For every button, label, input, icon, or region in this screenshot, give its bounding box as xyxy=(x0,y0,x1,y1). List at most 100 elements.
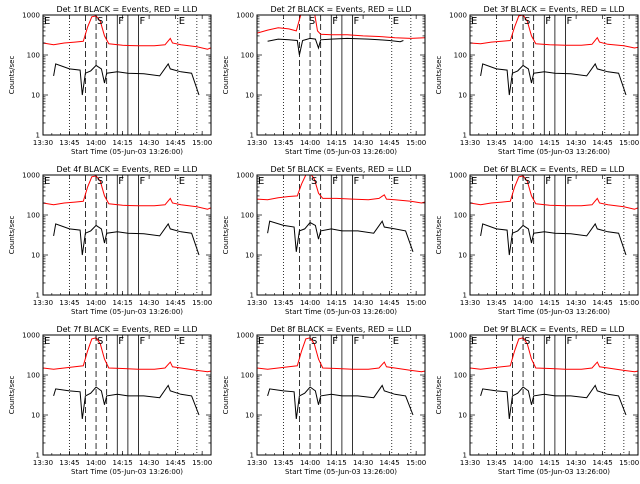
x-tick-label: 14:15 xyxy=(326,459,346,467)
interval-marker: F xyxy=(118,336,124,347)
y-tick-label: 100 xyxy=(454,212,467,220)
series-events-line xyxy=(53,222,200,256)
x-tick-label: 14:00 xyxy=(300,139,320,147)
x-tick-label: 15:00 xyxy=(192,459,212,467)
y-tick-label: 1 xyxy=(36,132,40,140)
series-events-line xyxy=(480,384,627,419)
y-tick-label: 100 xyxy=(27,212,40,220)
x-tick-label: 14:45 xyxy=(593,139,613,147)
series-events-line xyxy=(267,220,414,252)
y-tick-label: 10 xyxy=(31,252,40,260)
x-tick-label: 14:15 xyxy=(112,459,132,467)
interval-marker: F xyxy=(545,16,551,27)
interval-marker: E xyxy=(606,16,612,27)
y-tick-label: 10 xyxy=(245,412,254,420)
x-axis-label: Start Time (05-Jun-03 13:26:00) xyxy=(71,308,183,316)
x-tick-label: 14:45 xyxy=(166,299,186,307)
x-tick-label: 14:30 xyxy=(566,299,586,307)
panel-det-3: Det 3f BLACK = Events, RED = LLD 1 10 100 10… xyxy=(435,5,639,156)
x-tick-label: 13:30 xyxy=(33,459,53,467)
plot-frame xyxy=(469,14,639,136)
panel-title: Det 8f BLACK = Events, RED = LLD xyxy=(270,325,411,334)
x-tick-label: 15:00 xyxy=(406,139,426,147)
x-tick-label: 14:45 xyxy=(593,299,613,307)
series-lld-line xyxy=(43,175,211,210)
interval-marker: F xyxy=(353,336,359,347)
plot-frame xyxy=(42,334,212,456)
x-tick-label: 14:30 xyxy=(139,139,159,147)
y-axis-label: Counts/sec xyxy=(435,56,443,95)
x-axis-label: Start Time (05-Jun-03 13:26:00) xyxy=(498,148,610,156)
x-tick-label: 14:00 xyxy=(513,459,533,467)
x-tick-label: 14:15 xyxy=(112,299,132,307)
y-axis-label: Counts/sec xyxy=(222,216,230,255)
x-tick-label: 14:00 xyxy=(86,139,106,147)
y-tick-label: 100 xyxy=(241,52,254,60)
x-tick-label: 14:30 xyxy=(353,139,373,147)
y-tick-label: 10 xyxy=(245,252,254,260)
x-tick-label: 13:45 xyxy=(486,459,506,467)
x-tick-label: 15:00 xyxy=(619,139,639,147)
panel-det-5: Det 5f BLACK = Events, RED = LLD 1 10 100 10… xyxy=(222,165,426,316)
series-lld-line xyxy=(257,337,425,373)
panel-title: Det 6f BLACK = Events, RED = LLD xyxy=(483,165,624,174)
x-tick-label: 14:00 xyxy=(513,299,533,307)
x-tick-label: 15:00 xyxy=(192,139,212,147)
y-tick-label: 100 xyxy=(27,372,40,380)
interval-marker: F xyxy=(353,16,359,27)
x-tick-label: 15:00 xyxy=(619,299,639,307)
y-tick-label: 1 xyxy=(250,132,254,140)
y-tick-label: 10 xyxy=(31,92,40,100)
panel-title: Det 5f BLACK = Events, RED = LLD xyxy=(270,165,411,174)
plot-frame xyxy=(42,174,212,296)
y-tick-label: 100 xyxy=(454,52,467,60)
plot-frame xyxy=(256,174,426,296)
x-tick-label: 13:30 xyxy=(460,299,480,307)
y-tick-label: 1000 xyxy=(22,12,40,20)
interval-marker: E xyxy=(258,176,264,187)
series-events-line xyxy=(53,384,200,419)
y-axis-label: Counts/sec xyxy=(222,376,230,415)
y-tick-label: 1 xyxy=(463,452,467,460)
interval-marker: F xyxy=(566,16,572,27)
x-tick-label: 14:00 xyxy=(86,459,106,467)
interval-marker: S xyxy=(97,336,103,347)
x-axis-label: Start Time (05-Jun-03 13:26:00) xyxy=(71,468,183,476)
x-tick-label: 13:45 xyxy=(273,459,293,467)
x-tick-label: 13:45 xyxy=(486,139,506,147)
x-tick-label: 14:45 xyxy=(380,139,400,147)
interval-marker: E xyxy=(258,336,264,347)
series-lld-line xyxy=(470,175,638,210)
interval-marker: E xyxy=(179,336,185,347)
interval-marker: E xyxy=(393,16,399,27)
plot-frame xyxy=(469,334,639,456)
interval-marker: E xyxy=(44,16,50,27)
panel-det-2: Det 2f BLACK = Events, RED = LLD 1 10 100 10… xyxy=(222,5,426,156)
y-tick-label: 1000 xyxy=(236,332,254,340)
panel-title: Det 1f BLACK = Events, RED = LLD xyxy=(56,5,197,14)
series-events-line xyxy=(267,384,414,419)
y-tick-label: 10 xyxy=(458,92,467,100)
x-tick-label: 15:00 xyxy=(619,459,639,467)
interval-marker: F xyxy=(332,176,338,187)
x-axis-label: Start Time (05-Jun-03 13:26:00) xyxy=(285,468,397,476)
y-tick-label: 1 xyxy=(250,452,254,460)
x-tick-label: 14:45 xyxy=(380,299,400,307)
y-tick-label: 100 xyxy=(241,212,254,220)
y-axis-label: Counts/sec xyxy=(8,56,16,95)
plot-frame xyxy=(42,14,212,136)
interval-marker: E xyxy=(393,336,399,347)
series-lld-line xyxy=(257,175,425,204)
interval-marker: S xyxy=(311,176,317,187)
x-tick-label: 13:45 xyxy=(273,139,293,147)
x-tick-label: 15:00 xyxy=(192,299,212,307)
y-tick-label: 1 xyxy=(36,452,40,460)
panel-title: Det 4f BLACK = Events, RED = LLD xyxy=(56,165,197,174)
interval-marker: S xyxy=(524,176,530,187)
panel-title: Det 2f BLACK = Events, RED = LLD xyxy=(270,5,411,14)
y-axis-label: Counts/sec xyxy=(8,376,16,415)
x-tick-label: 13:30 xyxy=(247,299,267,307)
x-tick-label: 14:15 xyxy=(539,299,559,307)
x-tick-label: 13:30 xyxy=(460,139,480,147)
panel-det-8: Det 8f BLACK = Events, RED = LLD 1 10 100 10… xyxy=(222,325,426,476)
